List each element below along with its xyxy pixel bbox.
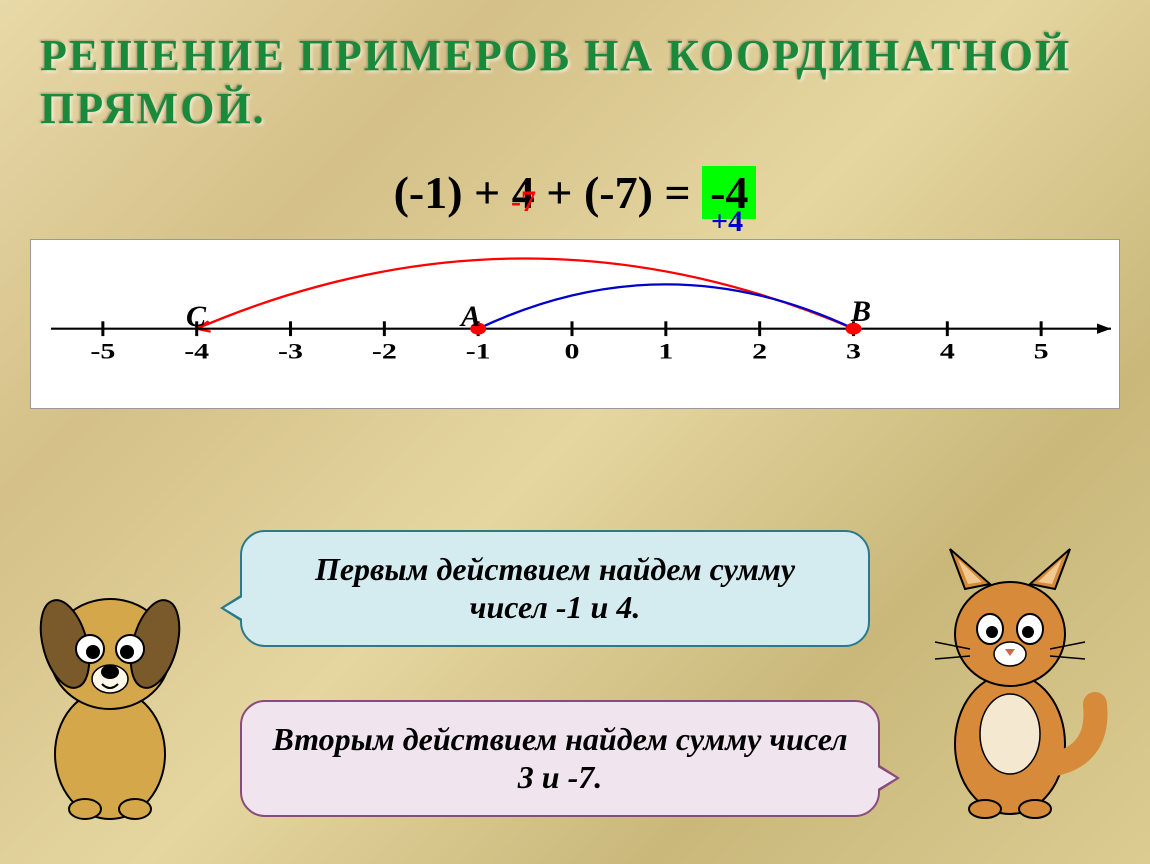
svg-text:2: 2	[752, 338, 767, 362]
svg-text:5: 5	[1034, 338, 1049, 362]
point-label-B: B	[851, 295, 871, 329]
svg-text:-5: -5	[90, 338, 115, 362]
speech-bubble-2: Вторым действием найдем сумму чисел 3 и …	[240, 700, 880, 817]
svg-text:3: 3	[846, 338, 861, 362]
svg-text:-4: -4	[184, 338, 209, 362]
svg-text:-1: -1	[466, 338, 491, 362]
cat-character	[900, 534, 1120, 834]
svg-text:-3: -3	[278, 338, 303, 362]
point-label-A: A	[461, 300, 481, 334]
equation: (-1) + 4 + (-7) = -4	[0, 166, 1150, 219]
arc-label: +4	[711, 205, 743, 239]
dog-character	[10, 554, 210, 834]
arc-label: -7	[511, 185, 536, 219]
point-label-C: C	[186, 300, 206, 334]
svg-text:1: 1	[658, 338, 673, 362]
speech-bubble-1: Первым действием найдем сумму чисел -1 и…	[240, 530, 870, 647]
equation-expression: (-1) + 4 + (-7) =	[394, 167, 691, 218]
slide-title: РЕШЕНИЕ ПРИМЕРОВ НА КООРДИНАТНОЙ ПРЯМОЙ.	[0, 0, 1150, 146]
svg-text:-2: -2	[372, 338, 397, 362]
svg-text:0: 0	[565, 338, 580, 362]
svg-text:4: 4	[940, 338, 955, 362]
number-line-container: -5-4-3-2-1012345х CAB-7+4	[30, 239, 1120, 409]
